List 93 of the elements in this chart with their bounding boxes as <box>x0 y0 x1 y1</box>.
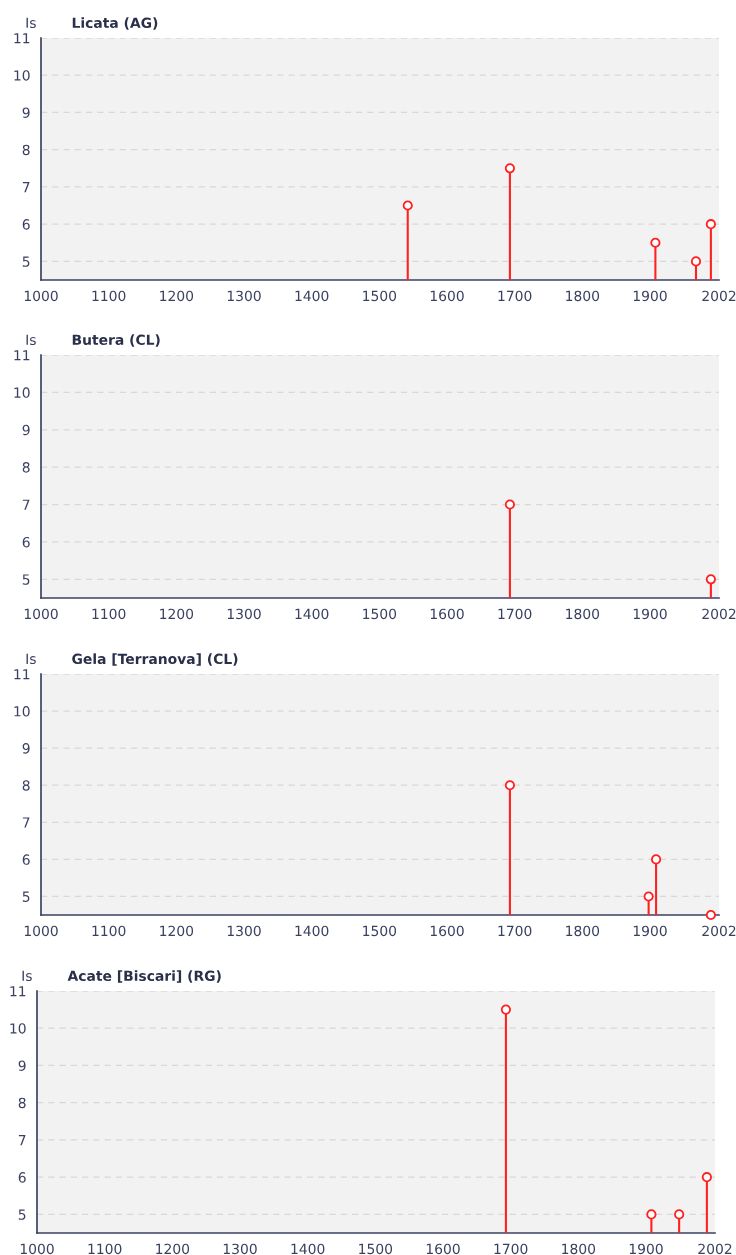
x-tick-label: 1200 <box>156 1243 190 1255</box>
x-tick-label: 1000 <box>24 290 58 302</box>
y-tick-label: 7 <box>22 817 30 828</box>
x-tick-label: 2002 <box>698 1243 732 1255</box>
x-tick-label: 1200 <box>160 608 194 620</box>
y-tick-label: 8 <box>22 144 30 156</box>
chart-title: Butera (CL) <box>72 334 160 347</box>
x-tick-label: 1800 <box>562 1243 596 1255</box>
y-tick-label: 8 <box>22 462 30 473</box>
x-tick-label: 1900 <box>633 290 667 302</box>
y-tick-label: 6 <box>22 854 30 865</box>
x-tick-label: 1500 <box>363 290 397 302</box>
point <box>690 256 702 267</box>
point <box>504 780 515 791</box>
x-tick-label: 1700 <box>494 1243 528 1255</box>
y-tick-label: 6 <box>22 219 30 230</box>
y-tick-label: 9 <box>22 424 30 436</box>
x-tick-label: 1000 <box>20 1243 54 1255</box>
y-axis-title: Is <box>26 334 36 346</box>
chart-title: Licata (AG) <box>72 17 158 30</box>
x-tick-label: 1300 <box>223 1243 257 1255</box>
point <box>705 909 716 921</box>
x-tick-label: 2002 <box>702 608 736 620</box>
chart-title: Gela [Terranova] (CL) <box>72 653 238 666</box>
x-tick-label: 1700 <box>498 608 532 620</box>
x-tick-label: 1300 <box>227 290 261 302</box>
y-tick-label: 11 <box>14 33 30 44</box>
x-tick-label: 1900 <box>629 1243 663 1255</box>
point <box>701 1172 712 1183</box>
x-tick-label: 1200 <box>160 925 194 937</box>
x-tick-label: 1800 <box>566 925 600 937</box>
y-tick-label: 9 <box>18 1060 26 1071</box>
x-tick-label: 2002 <box>702 290 736 302</box>
x-tick-label: 1700 <box>498 290 532 302</box>
x-tick-label: 1500 <box>359 1243 393 1255</box>
y-tick-label: 11 <box>14 669 30 680</box>
x-tick-label: 1400 <box>295 290 329 302</box>
x-tick-label: 1400 <box>291 1243 325 1255</box>
x-tick-label: 1100 <box>88 1243 122 1255</box>
x-tick-label: 1600 <box>430 925 464 937</box>
x-tick-label: 1000 <box>24 925 58 937</box>
y-tick-label: 10 <box>14 70 30 81</box>
x-tick-label: 1700 <box>498 925 532 937</box>
x-tick-label: 1200 <box>160 290 194 302</box>
y-axis-title: Is <box>26 653 36 665</box>
y-tick-label: 11 <box>14 350 30 361</box>
x-tick-label: 1100 <box>92 925 126 937</box>
x-tick-label: 1600 <box>430 608 464 620</box>
y-tick-label: 10 <box>14 706 30 717</box>
x-tick-label: 1800 <box>566 608 600 620</box>
y-tick-label: 5 <box>22 891 30 902</box>
y-tick-label: 9 <box>22 743 30 754</box>
x-tick-label: 1600 <box>430 290 464 302</box>
y-tick-label: 8 <box>18 1097 26 1109</box>
point <box>646 1209 657 1220</box>
y-tick-label: 5 <box>18 1209 26 1220</box>
point <box>643 891 654 902</box>
point <box>504 163 515 174</box>
point <box>402 200 413 211</box>
x-tick-label: 2002 <box>702 925 736 937</box>
y-tick-label: 5 <box>22 256 30 267</box>
y-tick-label: 7 <box>22 499 30 510</box>
y-tick-label: 6 <box>18 1172 26 1183</box>
x-tick-label: 1800 <box>566 290 600 302</box>
x-tick-label: 1300 <box>227 925 261 937</box>
y-tick-label: 10 <box>10 1023 26 1034</box>
x-tick-label: 1600 <box>426 1243 460 1255</box>
x-tick-label: 1100 <box>92 608 126 620</box>
x-tick-label: 1400 <box>295 608 329 620</box>
chart-title: Acate [Biscari] (RG) <box>67 970 221 983</box>
y-tick-label: 10 <box>14 387 30 398</box>
x-tick-label: 1300 <box>227 608 261 620</box>
x-tick-label: 1900 <box>633 925 667 937</box>
y-tick-label: 8 <box>22 780 30 791</box>
x-tick-label: 1400 <box>295 925 329 937</box>
y-axis-title: Is <box>26 17 36 29</box>
y-tick-label: 11 <box>10 986 26 997</box>
y-tick-label: 6 <box>22 536 30 548</box>
y-tick-label: 9 <box>22 107 30 118</box>
point <box>651 854 662 865</box>
y-tick-label: 7 <box>22 182 30 193</box>
point <box>500 1004 511 1015</box>
x-tick-label: 1500 <box>363 608 397 620</box>
point <box>705 219 716 230</box>
x-tick-label: 1900 <box>633 608 667 620</box>
x-tick-label: 1000 <box>24 608 58 620</box>
y-axis-title: Is <box>22 970 32 982</box>
y-tick-label: 7 <box>18 1135 26 1146</box>
x-tick-label: 1100 <box>92 290 126 302</box>
point <box>674 1209 685 1220</box>
point <box>650 237 661 248</box>
y-tick-label: 5 <box>22 574 30 585</box>
x-tick-label: 1500 <box>363 925 397 937</box>
